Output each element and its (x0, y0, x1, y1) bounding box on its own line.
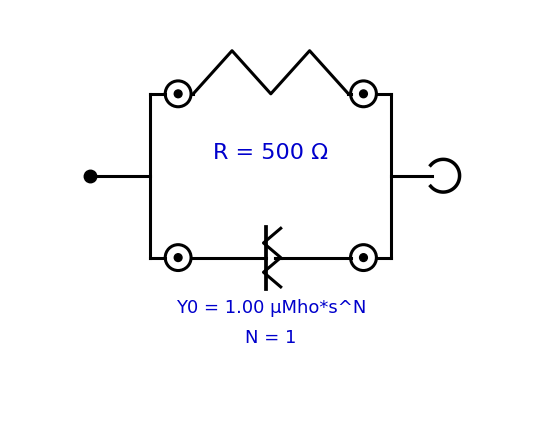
Circle shape (360, 254, 367, 262)
Circle shape (360, 91, 367, 98)
Circle shape (174, 254, 182, 262)
Circle shape (174, 91, 182, 98)
Text: N = 1: N = 1 (245, 329, 296, 347)
Text: Y0 = 1.00 μMho*s^N: Y0 = 1.00 μMho*s^N (175, 298, 366, 316)
Text: R = 500 Ω: R = 500 Ω (213, 143, 328, 163)
